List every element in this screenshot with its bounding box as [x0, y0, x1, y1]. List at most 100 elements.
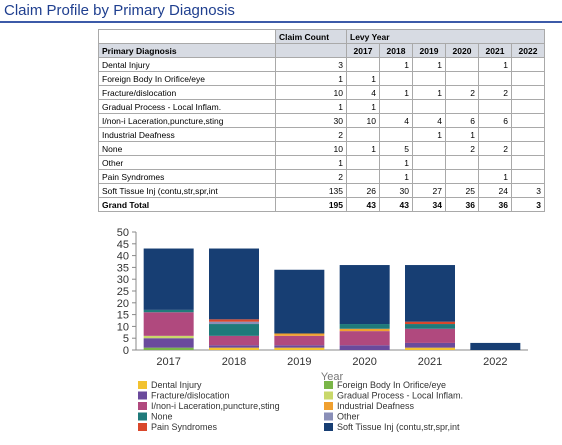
year-count-cell: 2: [478, 85, 512, 100]
year-count-cell: [478, 71, 512, 86]
y-tick-label: 30: [117, 274, 129, 286]
year-count-cell: 30: [379, 183, 413, 198]
year-count-cell: [445, 57, 479, 72]
year-count-cell: [511, 71, 545, 86]
legend-label: None: [151, 412, 173, 422]
legend-label: Foreign Body In Orifice/eye: [337, 380, 446, 390]
diagnosis-label: Foreign Body In Orifice/eye: [98, 71, 276, 86]
year-count-cell: 27: [412, 183, 446, 198]
y-tick-label: 35: [117, 262, 129, 274]
bar-segment-2021-1: [405, 347, 455, 350]
x-axis-title: Year: [321, 371, 344, 383]
table-row: Foreign Body In Orifice/eye 1 1: [98, 71, 545, 86]
bar-segment-2018-1: [209, 347, 259, 350]
bar-segment-2021-9: [405, 321, 455, 325]
y-tick-label: 25: [117, 286, 129, 298]
claim-count-cell: 135: [275, 183, 347, 198]
year-header-2019: 2019: [412, 43, 446, 58]
claim-count-subheader: [275, 43, 347, 58]
table-row: Fracture/dislocation 10 4 1 1 2 2: [98, 85, 545, 100]
grand-total-year-cell: 36: [478, 197, 512, 212]
legend-swatch: [138, 381, 147, 389]
year-count-cell: [445, 99, 479, 114]
year-count-cell: 1: [478, 57, 512, 72]
y-tick-label: 10: [117, 321, 129, 333]
year-count-cell: 1: [412, 57, 446, 72]
claim-count-cell: 1: [275, 71, 347, 86]
grand-total-count: 195: [275, 197, 347, 212]
grand-total-label: Grand Total: [98, 197, 276, 212]
year-header-2022: 2022: [511, 43, 545, 58]
year-count-cell: 3: [511, 183, 545, 198]
legend-swatch: [324, 391, 333, 400]
bar-segment-2017-10: [143, 248, 194, 310]
bar-segment-2019-5: [274, 335, 325, 346]
year-count-cell: 6: [445, 113, 479, 128]
legend-label: Industrial Deafness: [337, 401, 415, 411]
year-count-cell: [412, 141, 446, 156]
legend-swatch: [138, 402, 147, 410]
year-header-2018: 2018: [379, 43, 413, 58]
year-count-cell: 2: [445, 85, 479, 100]
year-count-cell: [478, 127, 512, 142]
legend-swatch: [324, 381, 333, 389]
y-tick-label: 45: [117, 239, 129, 251]
year-header-2017: 2017: [346, 43, 380, 58]
claim-count-cell: 10: [275, 85, 347, 100]
year-count-cell: [511, 155, 545, 170]
year-count-cell: 26: [346, 183, 380, 198]
grand-total-row: Grand Total 195 43 43 34 36 36 3: [98, 197, 545, 212]
bar-segment-2020-10: [339, 265, 390, 325]
year-count-cell: [511, 85, 545, 100]
year-count-cell: 1: [478, 169, 512, 184]
table-header-row: Primary Diagnosis 2017 2018 2019 2020 2021 202…: [98, 43, 545, 58]
year-header-2021: 2021: [478, 43, 512, 58]
claim-count-cell: 1: [275, 155, 347, 170]
year-count-cell: [511, 99, 545, 114]
diagnosis-label: I/non-i Laceration,puncture,sting: [98, 113, 276, 128]
legend-label: I/non-i Laceration,puncture,sting: [151, 401, 280, 411]
table-row: Industrial Deafness 2 1 1: [98, 127, 545, 142]
legend-swatch: [324, 412, 333, 421]
year-count-cell: 2: [445, 141, 479, 156]
claim-count-cell: 2: [275, 127, 347, 142]
table-row: Gradual Process - Local Inflam. 1 1: [98, 99, 545, 114]
x-tick-label: 2022: [483, 356, 507, 368]
grand-total-year-cell: 3: [511, 197, 545, 212]
levy-year-header: Levy Year: [346, 29, 545, 44]
year-count-cell: [379, 71, 413, 86]
table-row: I/non-i Laceration,puncture,sting 30 10 4 4 6…: [98, 113, 545, 128]
diagnosis-label: Fracture/dislocation: [98, 85, 276, 100]
claim-count-cell: 1: [275, 99, 347, 114]
bar-segment-2019-10: [274, 269, 325, 334]
bar-segment-2018-9: [209, 319, 259, 322]
x-tick-label: 2020: [352, 356, 376, 368]
bar-segment-2019-1: [274, 347, 325, 350]
bar-segment-2021-10: [405, 265, 455, 322]
year-count-cell: [412, 71, 446, 86]
year-count-cell: 6: [478, 113, 512, 128]
grand-total-year-cell: 36: [445, 197, 479, 212]
bar-segment-2017-3: [143, 338, 194, 348]
year-count-cell: [478, 99, 512, 114]
year-count-cell: 4: [379, 113, 413, 128]
y-tick-label: 15: [117, 310, 129, 322]
legend-label: Gradual Process - Local Inflam.: [337, 391, 463, 401]
diagnosis-label: Soft Tissue Inj (contu,str,spr,int: [98, 183, 276, 198]
year-count-cell: [445, 71, 479, 86]
diagnosis-label: Other: [98, 155, 276, 170]
year-header-2020: 2020: [445, 43, 479, 58]
claim-count-cell: 2: [275, 169, 347, 184]
year-count-cell: 1: [379, 57, 413, 72]
legend-swatch: [138, 423, 147, 431]
claim-count-cell: 30: [275, 113, 347, 128]
claim-count-cell: 3: [275, 57, 347, 72]
x-tick-label: 2018: [222, 356, 246, 368]
year-count-cell: 25: [445, 183, 479, 198]
table-row: Pain Syndromes 2 1 1: [98, 169, 545, 184]
table-header-row: Claim Count Levy Year: [98, 29, 545, 44]
year-count-cell: [511, 57, 545, 72]
bar-segment-2021-7: [405, 324, 455, 329]
bar-segment-2019-3: [274, 345, 325, 348]
